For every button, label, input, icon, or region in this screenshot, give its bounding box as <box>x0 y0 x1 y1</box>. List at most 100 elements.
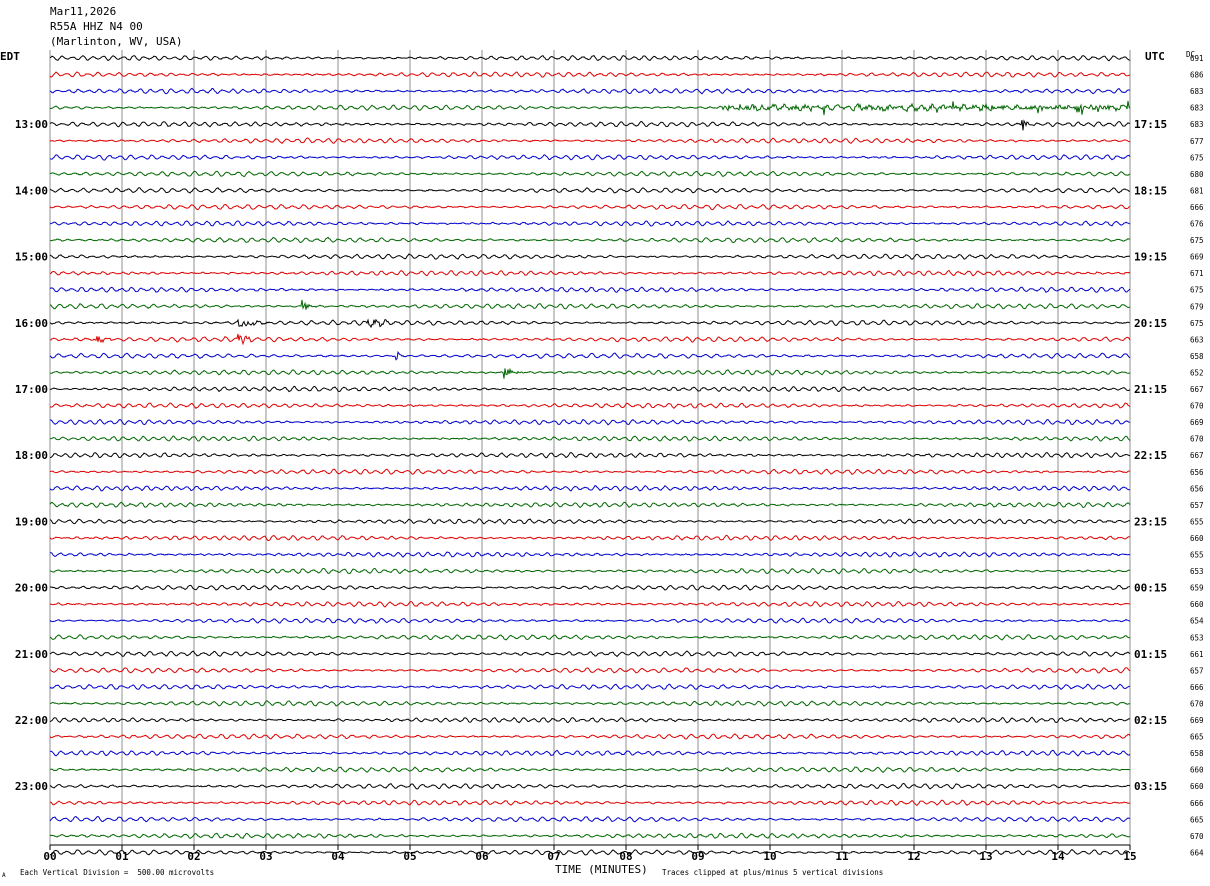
dc-offset-value: 675 <box>1190 236 1204 245</box>
dc-offset-value: 657 <box>1190 501 1204 510</box>
dc-offset-value: 655 <box>1190 551 1204 560</box>
x-tick-label-05: 05 <box>403 850 416 863</box>
edt-hour-label: 20:00 <box>15 582 48 595</box>
x-tick-label-09: 09 <box>691 850 704 863</box>
x-tick-label-11: 11 <box>835 850 849 863</box>
utc-hour-label: 23:15 <box>1134 515 1167 528</box>
trace-row-44 <box>49 782 1131 790</box>
dc-column-label: DC <box>1186 50 1196 59</box>
trace-row-31 <box>49 567 1131 575</box>
trace-row-8 <box>49 187 1131 194</box>
x-tick-label-13: 13 <box>979 850 992 863</box>
trace-row-9 <box>49 203 1131 211</box>
trace-row-32 <box>49 584 1131 591</box>
utc-hour-label: 19:15 <box>1134 251 1167 264</box>
trace-row-28 <box>49 518 1131 525</box>
trace-row-26 <box>49 484 1131 492</box>
utc-hour-label: 17:15 <box>1134 118 1167 131</box>
edt-hour-label: 22:00 <box>15 714 48 727</box>
trace-row-3 <box>49 100 1131 116</box>
trace-row-6 <box>49 154 1131 161</box>
trace-row-11 <box>49 236 1131 244</box>
dc-offset-value: 660 <box>1190 766 1204 775</box>
dc-offset-value: 671 <box>1190 269 1204 278</box>
dc-offset-value: 676 <box>1190 220 1204 229</box>
hour-labels: 13:00 14:00 15:00 16:00 17:00 18:00 19:00 20:00… <box>15 118 1167 793</box>
trace-row-40 <box>49 716 1131 724</box>
trace-row-30 <box>49 551 1131 558</box>
edt-hour-label: 21:00 <box>15 648 48 661</box>
utc-hour-label: 20:15 <box>1134 317 1167 330</box>
x-tick-label-00: 00 <box>43 850 56 863</box>
edt-hour-label: 23:00 <box>15 780 48 793</box>
dc-offset-value: 681 <box>1190 186 1204 195</box>
dc-offset-value: 654 <box>1190 617 1204 626</box>
trace-row-14 <box>49 286 1131 294</box>
trace-row-34 <box>49 617 1131 624</box>
dc-offset-value: 661 <box>1190 650 1204 659</box>
dc-offset-value: 670 <box>1190 435 1204 444</box>
trace-row-43 <box>49 766 1131 774</box>
utc-hour-label: 01:15 <box>1134 648 1167 661</box>
seismic-traces <box>49 54 1131 856</box>
trace-row-45 <box>49 799 1131 807</box>
edt-hour-label: 16:00 <box>15 317 48 330</box>
utc-hour-label: 21:15 <box>1134 383 1167 396</box>
dc-offset-value: 656 <box>1190 484 1204 493</box>
corner-mark: A <box>2 872 6 879</box>
trace-row-46 <box>49 815 1131 823</box>
trace-row-19 <box>49 367 1131 379</box>
trace-row-18 <box>49 350 1131 361</box>
dc-offset-value: 660 <box>1190 782 1204 791</box>
trace-row-22 <box>49 418 1131 426</box>
edt-hour-label: 13:00 <box>15 118 48 131</box>
utc-hour-label: 00:15 <box>1134 582 1167 595</box>
trace-row-5 <box>49 137 1131 144</box>
dc-offset-value: 658 <box>1190 749 1204 758</box>
trace-row-41 <box>49 733 1131 740</box>
x-tick-label-08: 08 <box>619 850 632 863</box>
edt-hour-label: 14:00 <box>15 184 48 197</box>
utc-hour-label: 18:15 <box>1134 184 1167 197</box>
clip-note: Traces clipped at plus/minus 5 vertical … <box>662 868 884 877</box>
dc-offset-value: 686 <box>1190 71 1204 80</box>
trace-row-20 <box>49 385 1131 393</box>
date-label: Mar11,2026 <box>50 5 117 18</box>
x-tick-label-06: 06 <box>475 850 489 863</box>
trace-row-15 <box>49 299 1131 310</box>
edt-hour-label: 15:00 <box>15 251 48 264</box>
trace-row-16 <box>49 318 1131 329</box>
x-tick-label-07: 07 <box>547 850 560 863</box>
trace-row-4 <box>49 119 1131 131</box>
dc-offset-value: 679 <box>1190 302 1204 311</box>
edt-hour-label: 19:00 <box>15 515 48 528</box>
trace-row-47 <box>49 832 1131 839</box>
trace-row-2 <box>49 87 1131 95</box>
dc-offset-value: 667 <box>1190 385 1204 394</box>
dc-offset-value: 656 <box>1190 468 1204 477</box>
x-tick-label-03: 03 <box>259 850 272 863</box>
dc-offset-value: 683 <box>1190 87 1204 96</box>
trace-row-33 <box>49 600 1131 608</box>
trace-row-12 <box>49 253 1131 260</box>
location-label: (Marlinton, WV, USA) <box>50 35 183 48</box>
trace-row-0 <box>49 54 1131 62</box>
dc-offset-value: 652 <box>1190 368 1204 377</box>
minute-grid <box>49 50 1131 846</box>
dc-offset-value: 653 <box>1190 567 1204 576</box>
trace-row-25 <box>49 468 1131 476</box>
dc-offset-value: 669 <box>1190 253 1204 262</box>
dc-offset-value: 683 <box>1190 120 1204 129</box>
trace-row-35 <box>49 634 1131 641</box>
trace-row-17 <box>49 333 1131 346</box>
utc-hour-label: 22:15 <box>1134 449 1167 462</box>
dc-offset-value: 666 <box>1190 203 1204 212</box>
dc-offset-value: 660 <box>1190 534 1204 543</box>
trace-row-13 <box>49 269 1131 277</box>
dc-offset-value: 669 <box>1190 418 1204 427</box>
x-tick-label-14: 14 <box>1051 850 1065 863</box>
trace-row-10 <box>49 220 1131 227</box>
trace-row-27 <box>49 501 1131 509</box>
dc-offset-value: 657 <box>1190 666 1204 675</box>
